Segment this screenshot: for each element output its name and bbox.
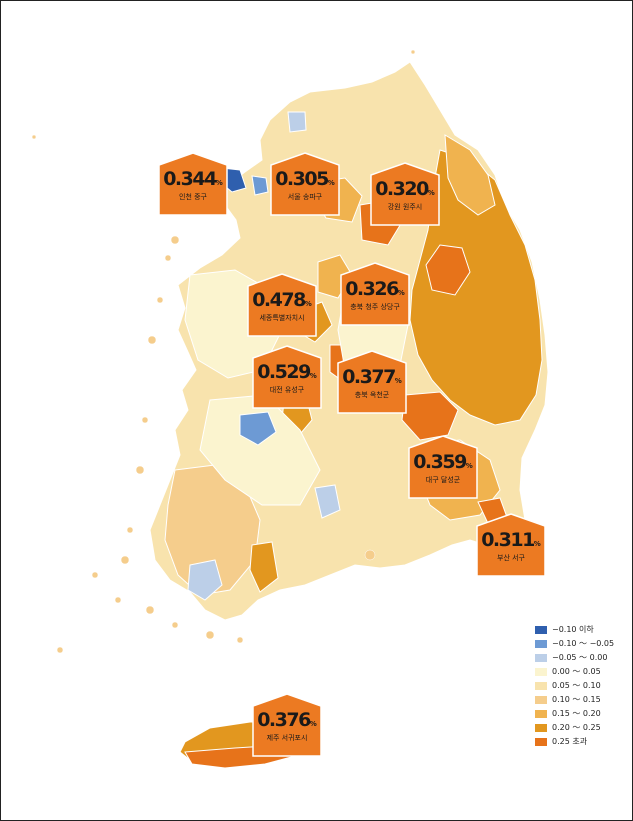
region-jeonbuk-blue	[239, 411, 277, 446]
legend-item: −0.10 이하	[535, 623, 630, 637]
callout-value: 0.311%	[481, 529, 541, 551]
legend-swatch	[535, 710, 547, 718]
legend-item: 0.25 초과	[535, 735, 630, 749]
callout-value: 0.344%	[163, 168, 223, 190]
callout-label: 부산 서구	[497, 554, 525, 562]
legend-item: 0.15 ～ 0.20	[535, 707, 630, 721]
callout-value: 0.377%	[342, 366, 402, 388]
callout-value: 0.320%	[375, 178, 435, 200]
legend: −0.10 이하 −0.10 ～ −0.05 −0.05 ～ 0.00 0.00 ～ …	[535, 623, 630, 749]
region-north-gyeonggi-blue	[287, 111, 307, 133]
callout-7: 0.359% 대구 달성군	[408, 435, 478, 499]
legend-swatch	[535, 654, 547, 662]
region-gyeongbuk	[409, 149, 543, 426]
callout-5: 0.529% 대전 유성구	[252, 345, 322, 409]
callout-2: 0.320% 강원 원주시	[370, 162, 440, 226]
callout-value: 0.529%	[257, 361, 317, 383]
callout-0: 0.344% 인천 중구	[158, 152, 228, 216]
callout-value: 0.326%	[345, 278, 405, 300]
callout-8: 0.311% 부산 서구	[476, 513, 546, 577]
callout-9: 0.376% 제주 서귀포시	[252, 693, 322, 757]
legend-item: 0.10 ～ 0.15	[535, 693, 630, 707]
legend-label: −0.10 ～ −0.05	[552, 639, 615, 648]
legend-label: 0.15 ～ 0.20	[552, 709, 601, 718]
legend-item: 0.20 ～ 0.25	[535, 721, 630, 735]
legend-swatch	[535, 738, 547, 746]
legend-swatch	[535, 696, 547, 704]
callout-3: 0.326% 충북 청주 상당구	[340, 262, 410, 326]
legend-swatch	[535, 626, 547, 634]
legend-label: 0.10 ～ 0.15	[552, 695, 601, 704]
legend-swatch	[535, 724, 547, 732]
western-islands	[31, 49, 416, 654]
callout-label: 충북 청주 상당구	[350, 303, 400, 311]
region-jinju-blue	[314, 484, 341, 519]
callout-6: 0.377% 충북 옥천군	[337, 350, 407, 414]
callout-label: 서울 송파구	[287, 193, 323, 201]
legend-item: 0.05 ～ 0.10	[535, 679, 630, 693]
callout-label: 대전 유성구	[269, 386, 305, 394]
callout-label: 제주 서귀포시	[266, 734, 308, 742]
legend-swatch	[535, 682, 547, 690]
legend-item: −0.10 ～ −0.05	[535, 637, 630, 651]
callout-label: 인천 중구	[179, 193, 207, 201]
legend-label: −0.10 이하	[552, 625, 594, 634]
legend-swatch	[535, 640, 547, 648]
region-seoul-blue	[251, 175, 269, 196]
legend-label: 0.00 ～ 0.05	[552, 667, 601, 676]
legend-label: 0.20 ～ 0.25	[552, 723, 601, 732]
region-yeosu	[249, 541, 279, 593]
callout-4: 0.478% 세종특별자치시	[247, 273, 317, 337]
legend-item: −0.05 ～ 0.00	[535, 651, 630, 665]
legend-label: 0.25 초과	[552, 737, 588, 746]
callout-1: 0.305% 서울 송파구	[270, 152, 340, 216]
legend-swatch	[535, 668, 547, 676]
callout-label: 충북 옥천군	[354, 391, 390, 399]
legend-item: 0.00 ～ 0.05	[535, 665, 630, 679]
callout-label: 강원 원주시	[387, 203, 423, 211]
legend-label: −0.05 ～ 0.00	[552, 653, 608, 662]
callout-label: 세종특별자치시	[259, 314, 305, 322]
callout-value: 0.305%	[275, 168, 335, 190]
callout-value: 0.359%	[413, 451, 473, 473]
callout-value: 0.376%	[257, 709, 317, 731]
region-gyeongbuk-north	[425, 244, 471, 296]
callout-value: 0.478%	[252, 289, 312, 311]
region-gangwon-east	[444, 134, 496, 216]
region-daegu	[401, 391, 459, 441]
callout-label: 대구 달성군	[425, 476, 461, 484]
legend-label: 0.05 ～ 0.10	[552, 681, 601, 690]
region-jeonnam-blue	[187, 559, 223, 601]
